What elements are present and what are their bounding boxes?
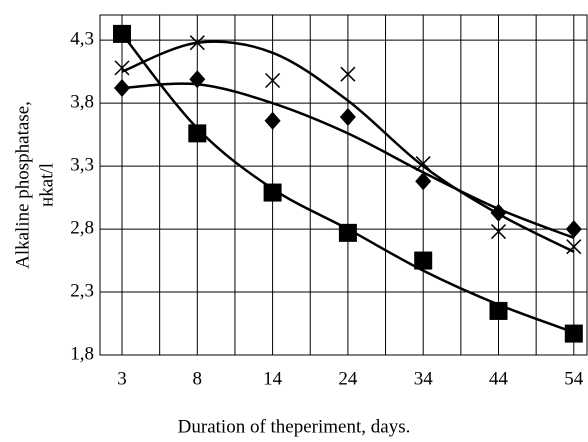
cross-marker [114,60,130,76]
y-tick-label: 2,8 [70,217,94,238]
diamond-marker [189,70,206,89]
y-axis-label: нkat/l [36,163,57,207]
x-axis-label: Duration of theperiment, days. [178,416,411,437]
y-tick-label: 4,3 [70,29,94,50]
y-tick-label: 1,8 [70,343,94,364]
x-tick-label: 44 [489,368,509,389]
diamond-marker [264,111,281,130]
square-marker [414,251,433,270]
square-marker [113,24,131,43]
x-tick-label: 3 [117,368,127,389]
y-tick-label: 3,8 [70,92,94,113]
square-marker [188,124,207,143]
cross-marker [566,239,582,255]
cross-marker [490,224,507,240]
diamond-marker [415,172,432,191]
cross-marker [340,66,356,82]
y-axis-label: Alkaline phosphatase, [12,101,33,269]
x-tick-label: 34 [414,368,434,389]
diamond-marker [565,220,582,239]
square-marker [263,183,282,202]
diamond-marker [114,79,130,98]
y-tick-label: 3,3 [70,154,94,175]
x-tick-label: 8 [193,368,203,389]
cross-marker [189,35,205,51]
y-tick-label: 2,3 [70,280,94,301]
plot-frame [99,14,588,356]
square-marker [338,223,357,242]
diamond-marker [339,108,356,126]
x-tick-label: 54 [564,368,584,389]
x-tick-label: 14 [263,368,283,389]
cross-marker [415,156,431,172]
x-tick-label: 24 [338,368,358,389]
square-marker [489,301,508,320]
square-marker [564,324,583,343]
cross-marker [265,72,281,89]
